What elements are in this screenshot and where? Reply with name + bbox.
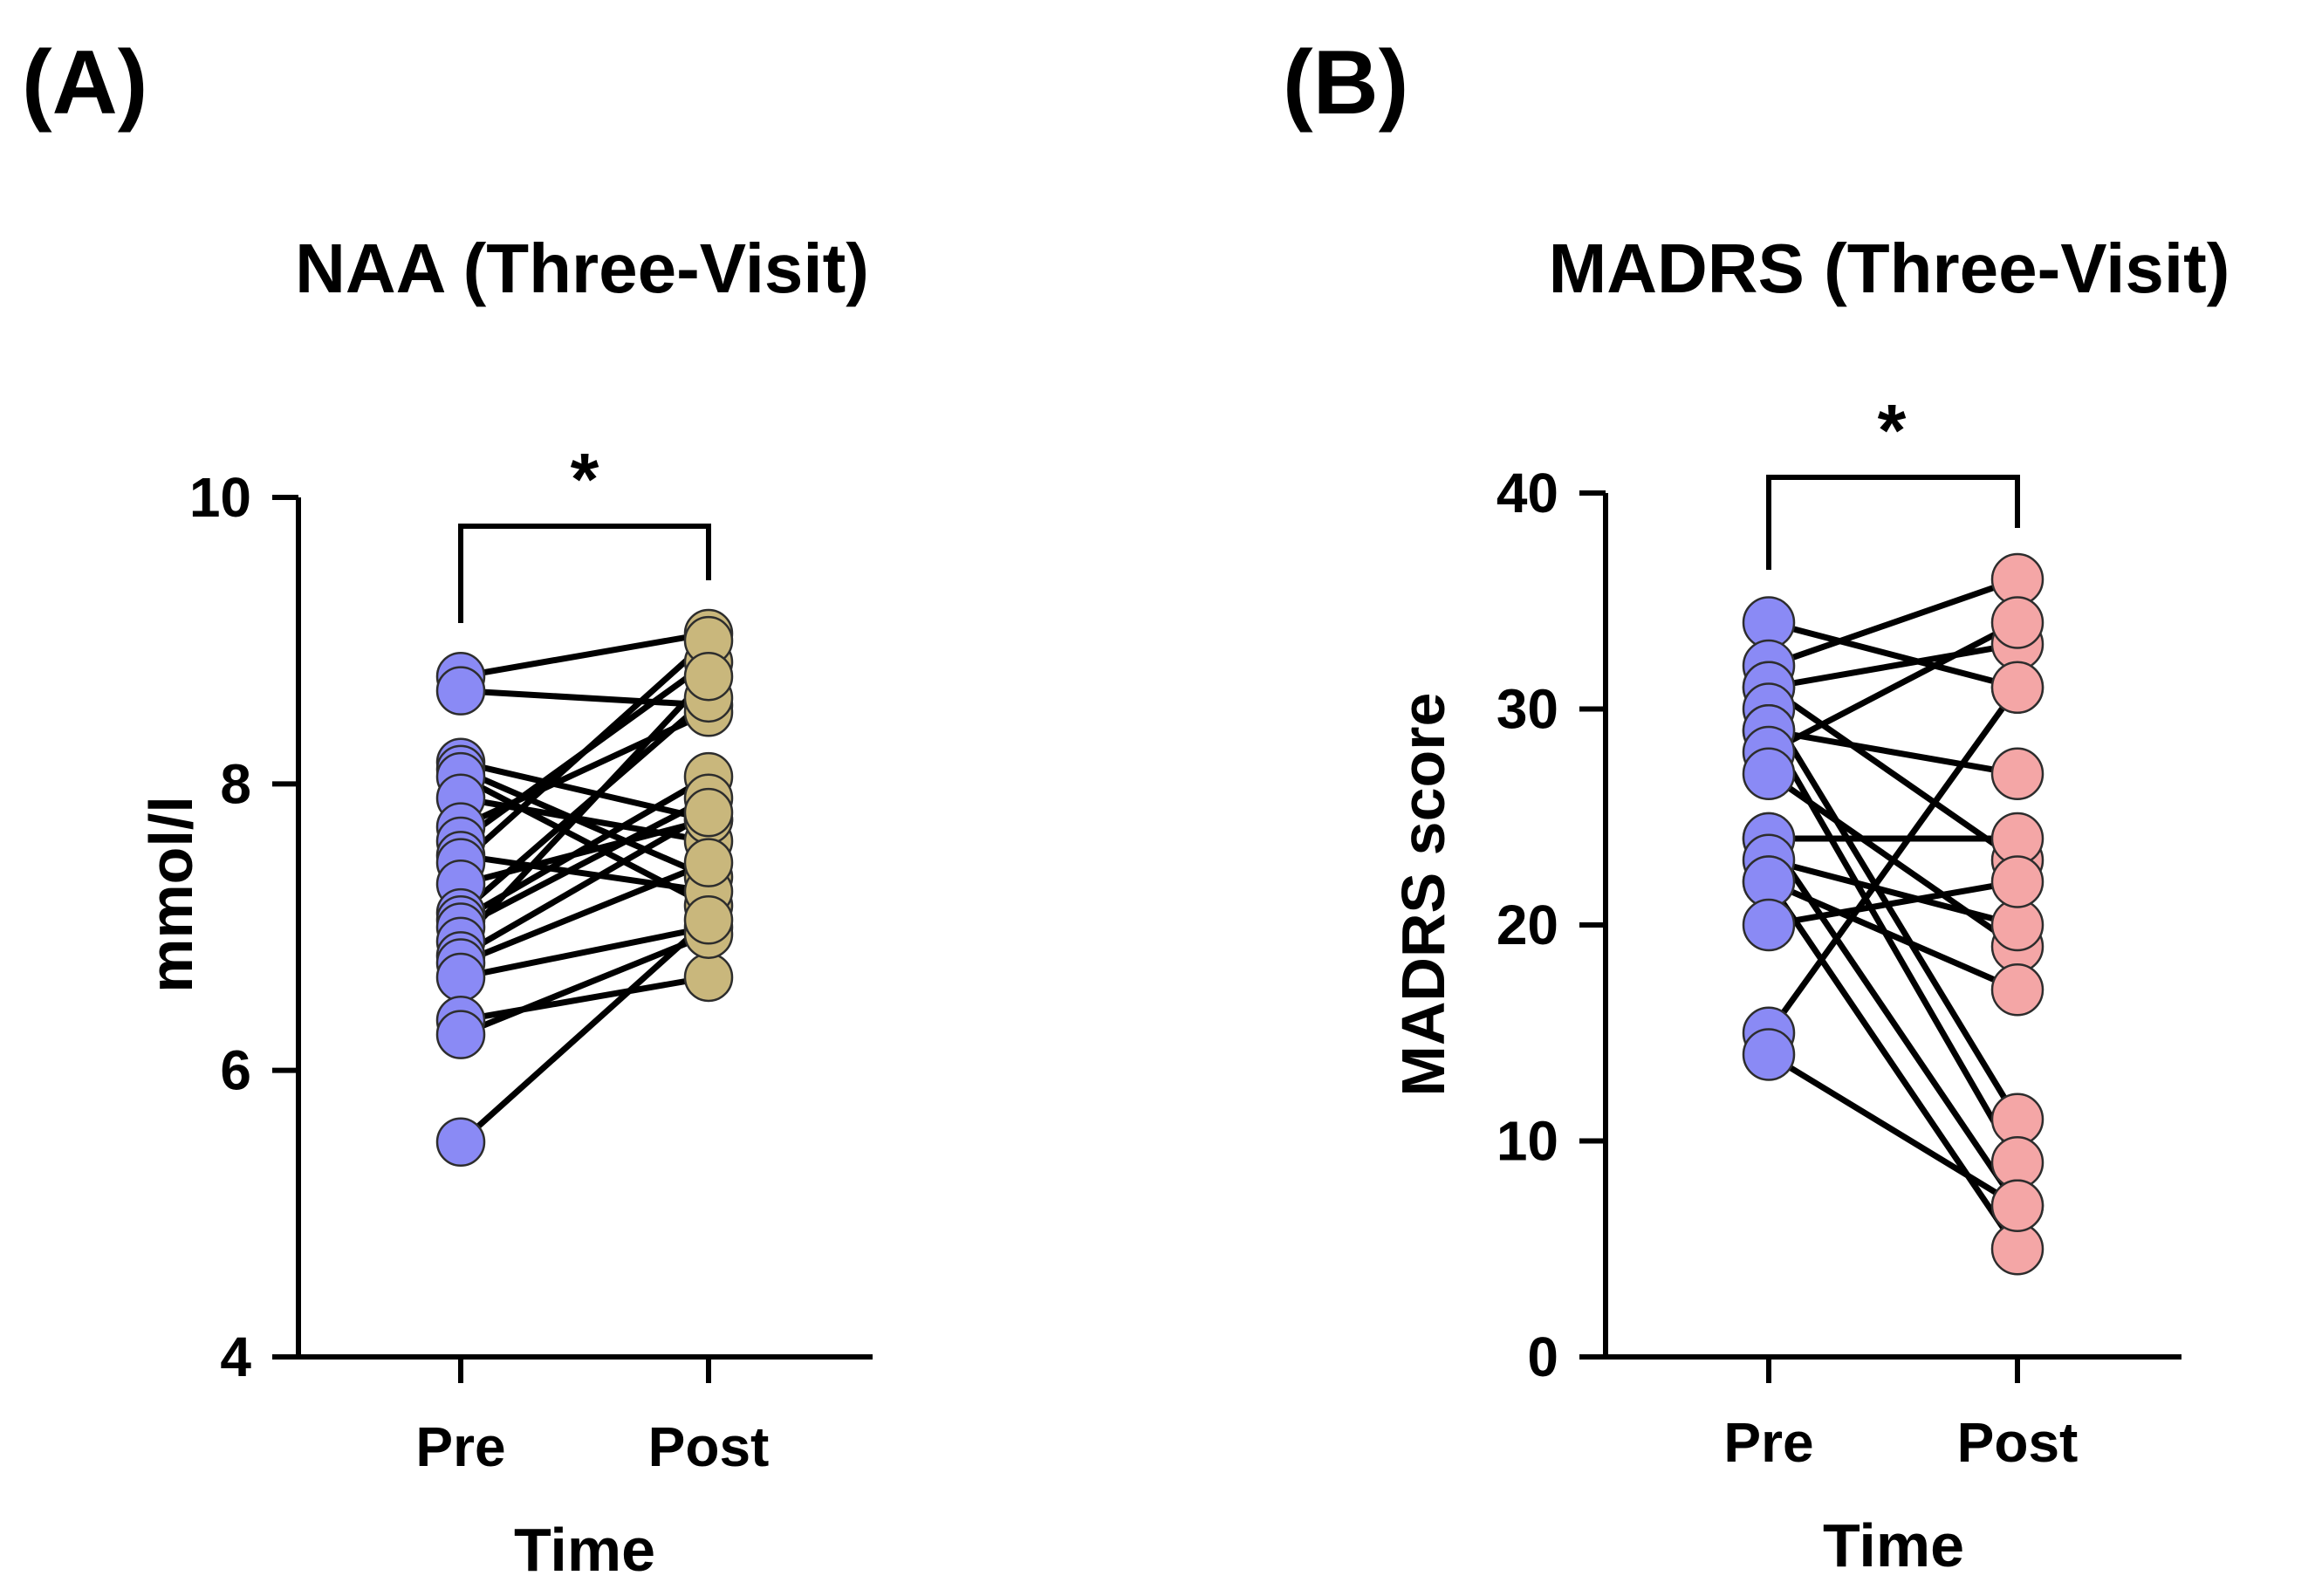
significance-bracket-b: [1766, 475, 2020, 570]
y-tick-label-b: 20: [1497, 894, 1558, 956]
pair-line-a: [460, 759, 709, 823]
pair-line-a: [460, 924, 709, 981]
y-tick-label-a: 8: [220, 752, 251, 815]
y-tick-label-a: 10: [189, 466, 251, 529]
post-point-b: [1990, 747, 2044, 800]
significance-star-a: *: [571, 438, 599, 520]
pair-line-a: [460, 630, 709, 680]
pre-point-a: [435, 1010, 486, 1059]
post-point-b: [1990, 963, 2044, 1017]
panel-label-a: (A): [22, 32, 147, 134]
post-point-a: [683, 651, 734, 702]
pair-line-a: [458, 674, 711, 944]
pair-line-b: [1768, 620, 2018, 691]
y-ticks-a: 4 6 8 10: [189, 466, 298, 1388]
pair-line-a: [458, 917, 711, 1145]
pair-line-a: [459, 795, 710, 930]
y-tick-label-b: 30: [1497, 678, 1558, 741]
chart-title-b: MADRS (Three-Visit): [1549, 229, 2230, 307]
y-tick-label-b: 10: [1497, 1110, 1558, 1173]
y-tick-label-b: 40: [1497, 462, 1558, 524]
pair-line-b: [1767, 684, 2019, 863]
x-ticks-a: [458, 1357, 711, 1383]
pre-point-a: [435, 666, 486, 716]
post-point-b: [1990, 1179, 2044, 1232]
pair-line-a: [460, 852, 709, 894]
pair-line-b: [1766, 707, 2020, 1121]
pair-line-b: [1768, 857, 2018, 928]
panel-a: (A) NAA (Three-Visit) 4 6 8 10 * Pre Post T…: [22, 32, 873, 1584]
pair-line-b: [1768, 727, 2018, 777]
post-point-b: [1990, 661, 2044, 714]
pair-line-a: [460, 688, 709, 709]
pair-line-a: [459, 810, 710, 959]
significance-star-b: *: [1878, 389, 1907, 471]
points-b: [1742, 552, 2044, 1276]
pair-lines-a: [458, 630, 711, 1145]
post-point-a: [683, 952, 734, 1003]
post-point-a: [683, 787, 734, 838]
y-axis-title-a: mmol/l: [137, 796, 205, 993]
y-tick-label-a: 4: [220, 1325, 251, 1388]
panel-label-b: (B): [1283, 32, 1408, 134]
pair-line-a: [458, 638, 711, 866]
x-tick-label-pre-b: Pre: [1723, 1411, 1813, 1474]
significance-bracket-a: [458, 524, 711, 623]
x-ticks-b: [1766, 1357, 2020, 1383]
pair-line-a: [459, 860, 710, 966]
post-point-b: [1990, 596, 2044, 649]
pair-line-a: [459, 766, 710, 880]
pre-point-a: [435, 1117, 486, 1167]
y-tick-label-a: 6: [220, 1039, 251, 1102]
pair-line-b: [1767, 879, 2019, 993]
post-point-a: [683, 895, 734, 945]
pre-point-a: [435, 952, 486, 1003]
x-tick-label-post-b: Post: [1957, 1411, 2079, 1474]
x-tick-label-pre-a: Pre: [415, 1415, 505, 1478]
x-tick-label-post-a: Post: [648, 1415, 770, 1478]
x-axis-title-a: Time: [514, 1516, 655, 1584]
pair-line-b: [1766, 685, 2020, 1035]
pre-point-b: [1742, 747, 1796, 800]
pair-line-b: [1767, 1051, 2019, 1209]
y-axis-title-b: MADRS score: [1389, 693, 1457, 1097]
post-point-a: [683, 838, 734, 887]
y-ticks-b: 0 10 20 30 40: [1497, 462, 1606, 1388]
y-tick-label-b: 0: [1527, 1325, 1558, 1388]
pair-line-a: [459, 931, 710, 1038]
points-a: [435, 608, 734, 1167]
pair-line-b: [1767, 576, 2019, 669]
post-point-b: [1990, 855, 2044, 908]
pair-line-b: [1768, 879, 2018, 928]
pair-line-b: [1768, 640, 2018, 691]
pair-line-a: [460, 974, 709, 1024]
pair-line-b: [1766, 880, 2020, 1251]
pair-line-b: [1767, 620, 2019, 756]
pre-point-b: [1742, 898, 1796, 952]
x-axis-title-b: Time: [1823, 1511, 1964, 1579]
chart-title-a: NAA (Three-Visit): [295, 229, 869, 307]
pair-line-b: [1765, 729, 2021, 1164]
pair-lines-b: [1765, 576, 2021, 1251]
pre-point-b: [1742, 1028, 1796, 1081]
